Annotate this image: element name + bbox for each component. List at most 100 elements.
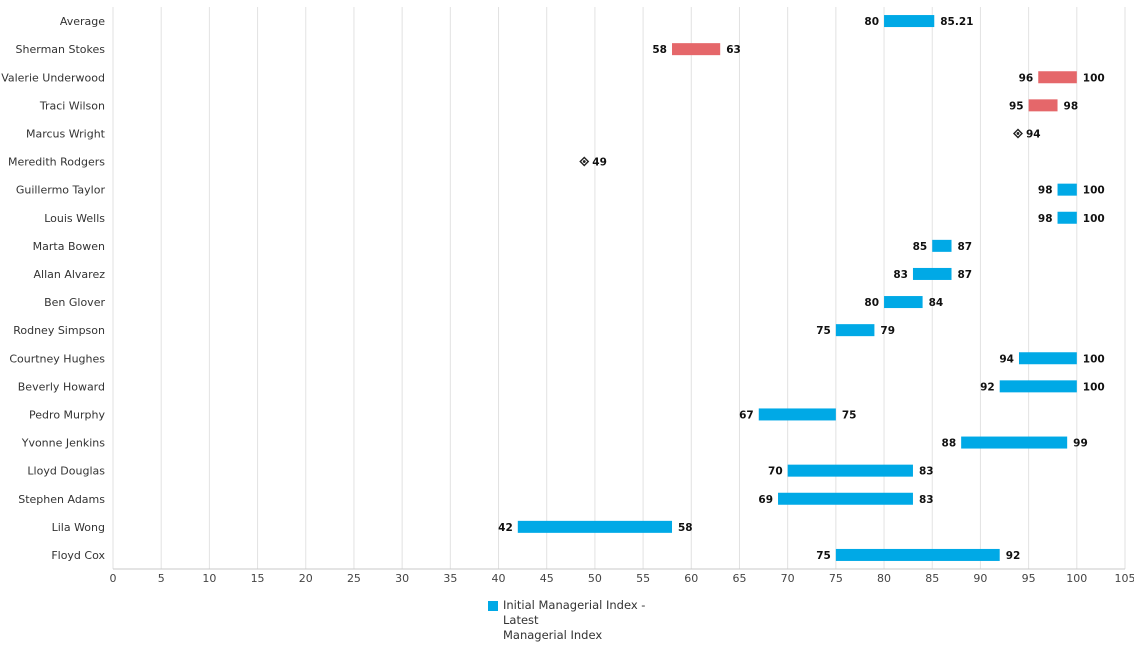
category-label: Sherman Stokes xyxy=(16,43,106,56)
x-tick-label: 50 xyxy=(588,572,602,585)
category-label: Courtney Hughes xyxy=(9,352,105,365)
legend-label-line: Initial Managerial Index - xyxy=(503,598,646,612)
range-bar xyxy=(884,15,935,28)
x-tick-label: 15 xyxy=(251,572,265,585)
category-label: Floyd Cox xyxy=(51,549,105,562)
start-value-label: 85 xyxy=(913,241,928,253)
x-tick-label: 75 xyxy=(829,572,843,585)
range-marker-dot xyxy=(1016,132,1020,135)
range-bar xyxy=(778,492,913,505)
legend-label-line: Managerial Index xyxy=(503,628,603,642)
x-tick-label: 70 xyxy=(781,572,795,585)
x-tick-label: 60 xyxy=(684,572,698,585)
range-bar xyxy=(1057,183,1077,196)
start-value-label: 98 xyxy=(1038,185,1053,197)
category-label: Guillermo Taylor xyxy=(16,184,106,197)
start-value-label: 69 xyxy=(758,494,773,506)
end-value-label: 87 xyxy=(958,269,973,281)
end-value-label: 49 xyxy=(592,157,607,169)
range-bar xyxy=(1038,71,1077,84)
range-bar xyxy=(517,520,673,533)
start-value-label: 80 xyxy=(864,297,879,309)
end-value-label: 99 xyxy=(1073,438,1088,450)
category-label: Ben Glover xyxy=(44,296,105,309)
x-tick-label: 95 xyxy=(1022,572,1036,585)
start-value-label: 75 xyxy=(816,325,831,337)
start-value-label: 75 xyxy=(816,550,831,562)
start-value-label: 98 xyxy=(1038,213,1053,225)
category-label: Average xyxy=(60,15,105,28)
start-value-label: 58 xyxy=(652,44,667,56)
start-value-label: 67 xyxy=(739,409,754,421)
range-bar xyxy=(1057,211,1077,224)
start-value-label: 88 xyxy=(942,438,957,450)
range-bar xyxy=(912,267,952,280)
range-bar-chart: 0 5 10 15 20 25 30 35 40 45 50 55 60 65 70 75 80 85 90 95 10… xyxy=(1,7,1134,585)
start-value-label: 70 xyxy=(768,466,783,478)
x-tick-label: 0 xyxy=(110,572,117,585)
category-label: Lloyd Douglas xyxy=(27,465,105,478)
range-bar xyxy=(884,296,923,309)
category-label: Traci Wilson xyxy=(39,99,105,112)
range-bar xyxy=(1028,99,1058,112)
range-bar xyxy=(961,436,1068,449)
end-value-label: 100 xyxy=(1083,381,1105,393)
end-value-label: 75 xyxy=(842,409,857,421)
end-value-label: 58 xyxy=(678,522,693,534)
x-tick-label: 10 xyxy=(202,572,216,585)
category-label: Pedro Murphy xyxy=(29,408,105,421)
category-label: Louis Wells xyxy=(44,212,105,225)
range-bar xyxy=(758,408,836,421)
end-value-label: 100 xyxy=(1083,72,1105,84)
start-value-label: 92 xyxy=(980,381,995,393)
x-tick-label: 100 xyxy=(1066,572,1087,585)
x-tick-label: 80 xyxy=(877,572,891,585)
end-value-label: 100 xyxy=(1083,213,1105,225)
end-value-label: 63 xyxy=(726,44,741,56)
legend-label-line: Latest xyxy=(503,613,539,627)
category-label: Valerie Underwood xyxy=(1,71,105,84)
end-value-label: 92 xyxy=(1006,550,1021,562)
range-bar xyxy=(1018,352,1077,365)
range-bar xyxy=(835,548,1000,561)
end-value-label: 98 xyxy=(1064,100,1079,112)
range-bar xyxy=(999,380,1077,393)
category-label: Stephen Adams xyxy=(18,493,105,506)
x-tick-label: 65 xyxy=(732,572,746,585)
range-bar xyxy=(932,239,952,252)
category-label: Marcus Wright xyxy=(26,127,106,140)
x-tick-label: 90 xyxy=(973,572,987,585)
x-tick-label: 20 xyxy=(299,572,313,585)
range-marker-dot xyxy=(582,160,586,163)
category-label: Meredith Rodgers xyxy=(8,156,105,169)
category-label: Lila Wong xyxy=(52,521,105,534)
category-label: Allan Alvarez xyxy=(34,268,106,281)
start-value-label: 94 xyxy=(999,353,1014,365)
end-value-label: 84 xyxy=(929,297,944,309)
x-tick-label: 5 xyxy=(158,572,165,585)
x-tick-label: 55 xyxy=(636,572,650,585)
category-label: Rodney Simpson xyxy=(13,324,105,337)
end-value-label: 100 xyxy=(1083,353,1105,365)
start-value-label: 42 xyxy=(498,522,513,534)
category-label: Yvonne Jenkins xyxy=(21,437,106,450)
end-value-label: 79 xyxy=(880,325,895,337)
start-value-label: 96 xyxy=(1019,72,1034,84)
legend[interactable]: Initial Managerial Index - Latest Manageri… xyxy=(488,598,645,643)
range-bar xyxy=(835,324,875,337)
category-label: Beverly Howard xyxy=(18,380,105,393)
category-label: Marta Bowen xyxy=(33,240,105,253)
x-tick-label: 35 xyxy=(443,572,457,585)
x-tick-label: 105 xyxy=(1115,572,1134,585)
end-value-label: 94 xyxy=(1026,128,1041,140)
start-value-label: 83 xyxy=(893,269,908,281)
start-value-label: 95 xyxy=(1009,100,1024,112)
end-value-label: 83 xyxy=(919,466,934,478)
x-tick-label: 85 xyxy=(925,572,939,585)
legend-label: Initial Managerial Index - Latest Manageri… xyxy=(503,598,645,643)
x-tick-label: 30 xyxy=(395,572,409,585)
range-bar xyxy=(672,43,721,56)
end-value-label: 87 xyxy=(958,241,973,253)
x-tick-label: 25 xyxy=(347,572,361,585)
end-value-label: 85.21 xyxy=(940,16,973,28)
